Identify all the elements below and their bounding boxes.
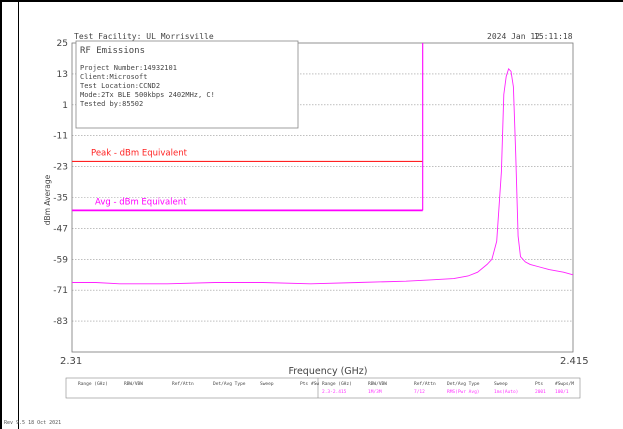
y-tick-label: -83 (53, 317, 68, 327)
table-header-right: #Swps/M (555, 381, 574, 387)
x-axis-label: Frequency (GHz) (288, 366, 367, 377)
table-value: 100/1 (555, 389, 569, 395)
info-line-client: Client:Microsoft (80, 73, 147, 81)
revision-label: Rev 9.5 18 Oct 2021 (4, 420, 62, 426)
header-facility: Test Facility: UL Morrisville (74, 32, 214, 41)
y-tick-labels: 25 13 1 -11 -23 -35 -47 -59 -71 -83 (53, 39, 68, 327)
y-tick-label: -35 (53, 194, 68, 204)
table-value: RMS(Pwr Avg) (447, 389, 480, 395)
header-date: 2024 Jan 12 (487, 32, 540, 41)
table-header-left: RBW/VBW (124, 381, 143, 387)
table-header-right: Ref/Attn (414, 381, 436, 387)
table-header-right: RBW/VBW (368, 381, 387, 387)
info-box: RF Emissions Project Number:14932101 Cli… (75, 40, 299, 129)
y-tick-label: -11 (53, 132, 68, 142)
plot-border (71, 42, 574, 353)
y-tick-label: 1 (62, 101, 68, 111)
table-header-left: Range (GHz) (78, 381, 108, 387)
x-tick-right: 2.415 (560, 356, 589, 367)
y-tick-label: 25 (57, 39, 68, 49)
info-line-location: Test Location:CCND2 (80, 82, 160, 90)
frame-inner-left-border (18, 0, 19, 429)
table-value: 2001 (535, 389, 546, 395)
y-tick-label: -47 (53, 224, 68, 234)
table-header-left: Sweep (260, 381, 274, 387)
info-line-tested-by: Tested by:85502 (80, 100, 143, 108)
table-header-right: Det/Avg Type (447, 381, 480, 387)
table-header-right: Sweep (494, 381, 508, 387)
peak-limit-label: Peak - dBm Equivalent (91, 148, 188, 158)
frame-left-border (0, 0, 2, 429)
table-header-left: Det/Avg Type (213, 381, 246, 387)
info-title: RF Emissions (80, 46, 145, 56)
table-header-left: #Sw (311, 381, 319, 387)
table-header-left: Pts (300, 381, 308, 387)
settings-table: Range (GHz) RBW/VBW Ref/Attn Det/Avg Type Sw… (65, 377, 581, 399)
table-value: 7/12 (414, 389, 425, 395)
y-tick-label: -23 (53, 163, 68, 173)
table-value: 2.3-2.415 (322, 389, 347, 395)
y-tick-label: 13 (57, 70, 68, 80)
grid-lines (72, 73, 573, 322)
table-header-left: Ref/Attn (172, 381, 194, 387)
x-tick-left: 2.31 (60, 356, 82, 367)
info-line-mode: Mode:2Tx BLE 500kbps 2402MHz, C! (80, 91, 215, 99)
info-line-project: Project Number:14932101 (80, 64, 177, 72)
header-time: 15:11:18 (534, 32, 573, 41)
avg-limit-label: Avg - dBm Equivalent (95, 197, 187, 207)
y-axis-label: dBm Average (43, 174, 52, 225)
emission-trace (72, 67, 574, 285)
frame-top-border (0, 0, 623, 2)
table-value: 1M/3M (368, 389, 382, 395)
y-tick-label: -71 (53, 286, 68, 296)
table-header-right: Pts (535, 381, 543, 387)
table-header-right: Range (GHz) (322, 381, 352, 387)
y-tick-label: -59 (53, 255, 68, 265)
table-value: 1ms(Auto) (494, 389, 518, 395)
limit-lines: Peak - dBm Equivalent Avg - dBm Equivalen… (72, 43, 424, 212)
